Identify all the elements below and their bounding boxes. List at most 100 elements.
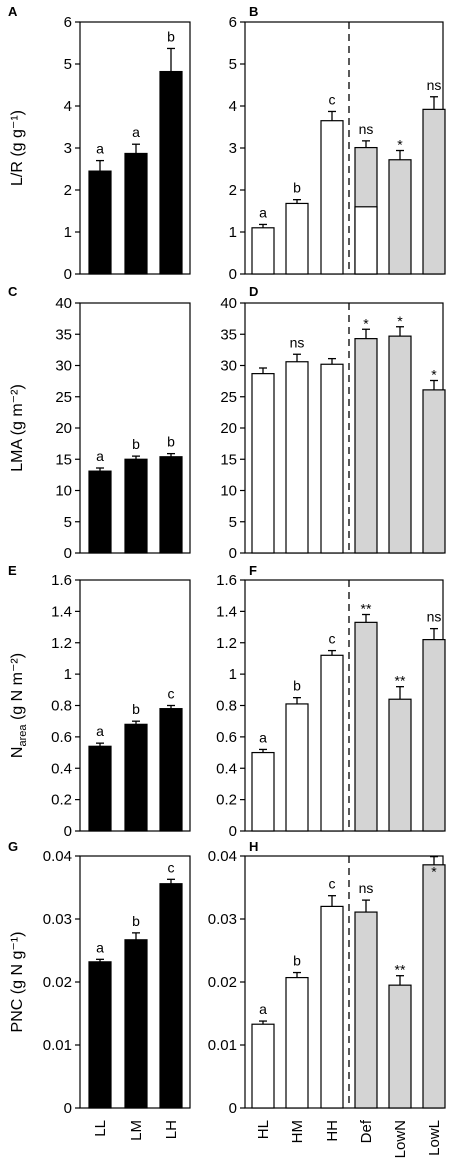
bar-lh [159, 708, 183, 832]
panel-letter: H [249, 839, 258, 854]
y-tick-label: 0.04 [43, 848, 72, 865]
panel-g: G 0 0.01 0.02 0.03 0.04 a b c PNC (g N g⁻¹) LL LM LH [8, 839, 191, 1141]
category-label-hl: HL [255, 1120, 272, 1139]
significance-label: c [329, 876, 336, 892]
y-tick-label: 0.03 [43, 911, 72, 928]
bar-hm [285, 976, 309, 1109]
panel-a: A 0 1 2 3 4 5 6 a a b L/R (g g⁻¹) [8, 4, 191, 283]
significance-label: ns [359, 880, 374, 896]
bar-lown [388, 335, 412, 554]
significance-label: * [397, 313, 403, 329]
y-tick-label: 15 [55, 451, 72, 468]
y-tick-label: 0 [229, 823, 237, 840]
significance-label: a [96, 723, 104, 739]
y-tick-label: 20 [55, 420, 72, 437]
bar-def [354, 621, 378, 832]
y-tick-label: 2 [229, 182, 237, 199]
y-tick-label: 35 [220, 326, 237, 343]
y-tick-label: 0 [64, 545, 72, 562]
y-tick-label: 1 [64, 224, 72, 241]
y-tick-label: 5 [229, 514, 237, 531]
panel-e: E 0 0.2 0.4 0.6 0.8 1 1.2 1.4 1.6 a b c Narea (g N m⁻… [8, 563, 191, 840]
y-axis-label: Narea (g N m⁻²) [9, 653, 29, 758]
y-tick-label: 3 [229, 140, 237, 157]
bar-def [354, 911, 378, 1109]
panel-letter: G [8, 839, 18, 854]
y-tick-label: 5 [229, 56, 237, 73]
plot-frame [244, 855, 444, 1109]
significance-label: ns [427, 609, 442, 625]
bar-lown [388, 159, 412, 275]
significance-label: a [259, 1001, 267, 1017]
significance-label: a [259, 204, 267, 220]
plot-frame [244, 579, 444, 832]
bar-hm [285, 202, 309, 275]
significance-label: * [363, 315, 369, 331]
bar-hm [285, 361, 309, 554]
y-tick-label: 4 [64, 98, 72, 115]
y-tick-label: 40 [220, 295, 237, 312]
y-tick-label: 0 [64, 1100, 72, 1117]
y-tick-label: 10 [220, 483, 237, 500]
y-tick-label: 1.6 [216, 572, 237, 589]
significance-label: b [132, 913, 140, 929]
bar-lowl [422, 389, 446, 554]
bar-lower-segment [354, 206, 378, 275]
significance-label: b [132, 436, 140, 452]
y-tick-label: 4 [229, 98, 237, 115]
significance-label: c [168, 859, 175, 875]
plot-frame [244, 21, 444, 275]
y-tick-label: 6 [229, 14, 237, 31]
y-axis-label: PNC (g N g⁻¹) [9, 932, 26, 1033]
category-label-def: Def [358, 1119, 375, 1143]
bar-lown [388, 984, 412, 1109]
bar-def [354, 338, 378, 554]
y-tick-label: 1.4 [216, 603, 237, 620]
significance-label: c [329, 631, 336, 647]
y-tick-label: 1 [229, 666, 237, 683]
y-tick-label: 1.4 [51, 603, 72, 620]
significance-label: a [96, 448, 104, 464]
significance-label: ns [427, 77, 442, 93]
panel-letter: D [249, 284, 258, 299]
y-tick-label: 1.2 [51, 635, 72, 652]
bar-lh [159, 70, 183, 275]
y-tick-label: 6 [64, 14, 72, 31]
significance-label: a [96, 939, 104, 955]
category-label-lm: LM [128, 1120, 145, 1141]
bar-lm [124, 152, 148, 275]
y-tick-label: 0.02 [208, 974, 237, 991]
y-tick-label: 0.2 [51, 792, 72, 809]
y-tick-label: 2 [64, 182, 72, 199]
panel-c: C 0 5 10 15 20 25 30 35 40 a b b LMA (g m⁻²) [8, 284, 191, 562]
bar-hl [251, 373, 275, 554]
significance-label: * [431, 367, 437, 383]
bar-lm [124, 939, 148, 1109]
category-label-lown: LowN [392, 1120, 409, 1158]
y-tick-label: 0.2 [216, 792, 237, 809]
bar-hm [285, 703, 309, 832]
panel-letter: E [8, 563, 17, 578]
bar-ll [88, 470, 112, 554]
y-tick-label: 0.04 [208, 848, 237, 865]
y-axis-label: LMA (g m⁻²) [9, 384, 26, 472]
panel-d: D 0 5 10 15 20 25 30 35 40 ns * * * [220, 284, 446, 562]
y-tick-label: 0.6 [216, 729, 237, 746]
bar-lowl [422, 108, 446, 275]
y-tick-label: 1 [229, 224, 237, 241]
significance-label: * [431, 864, 437, 880]
y-tick-label: 40 [55, 295, 72, 312]
y-tick-label: 0 [229, 545, 237, 562]
bar-ll [88, 170, 112, 275]
panel-letter: B [249, 4, 258, 19]
y-tick-label: 0 [64, 266, 72, 283]
y-tick-label: 0 [229, 1100, 237, 1117]
plot-frame [244, 302, 444, 554]
bar-hl [251, 227, 275, 275]
y-tick-label: 20 [220, 420, 237, 437]
bar-hh [320, 905, 344, 1109]
significance-label: a [132, 124, 140, 140]
significance-label: ** [395, 962, 406, 978]
significance-label: c [329, 91, 336, 107]
